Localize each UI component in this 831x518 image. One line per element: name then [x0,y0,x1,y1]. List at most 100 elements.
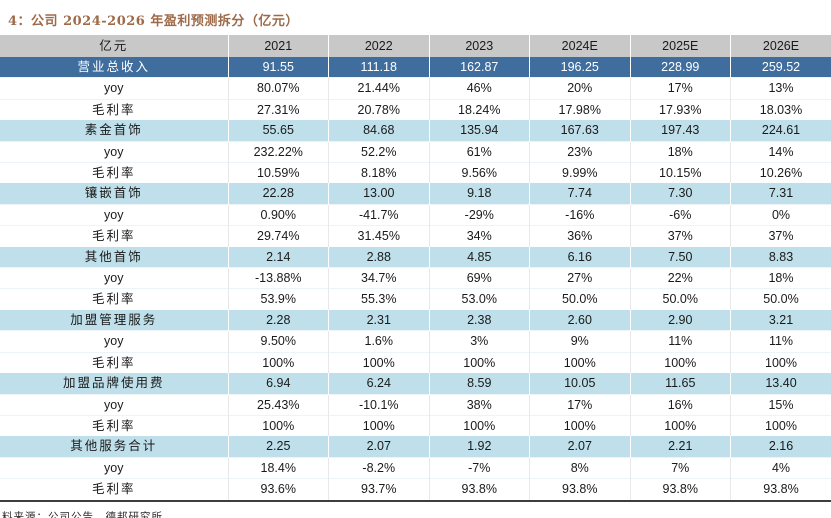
table-row: 毛利率 93.6% 93.7% 93.8% 93.8% 93.8% 93.8% [0,478,831,501]
table-row: yoy 18.4% -8.2% -7% 8% 7% 4% [0,456,831,479]
value-cell: 93.8% [529,478,630,501]
row-label: 毛利率 [0,288,228,310]
figure-title: 4：公司 2024-2026 年盈利预测拆分（亿元） [8,14,299,29]
value-cell: 7.30 [629,183,731,205]
value-cell: 29.74% [227,225,329,247]
value-cell: 2.88 [328,246,429,268]
value-cell: 8.59 [428,373,530,394]
row-label: 其他首饰 [0,246,228,268]
value-cell: 52.2% [328,140,429,163]
table-row: 毛利率 100% 100% 100% 100% 100% 100% [0,414,831,437]
value-cell: 100% [428,414,530,437]
value-cell: 162.87 [428,57,530,78]
value-cell: 100% [529,414,630,437]
value-cell: 18% [629,140,731,163]
value-cell: 31.45% [328,225,429,247]
value-cell: 20% [529,77,630,100]
row-label: 毛利率 [0,225,228,247]
row-label: 毛利率 [0,478,228,501]
value-cell: 10.05 [529,373,630,394]
value-cell: 37% [629,225,731,247]
value-cell: 1.6% [328,330,429,353]
value-cell: 100% [629,414,731,437]
value-cell: -13.88% [227,267,329,289]
value-cell: 4.85 [428,246,530,268]
value-cell: 228.99 [629,57,731,78]
value-cell: 2.90 [629,309,731,331]
year-column-header: 2024E [529,35,630,57]
value-cell: 10.15% [629,162,731,184]
year-column-header: 2021 [227,35,329,57]
value-cell: 100% [227,351,329,374]
value-cell: 3% [428,330,530,353]
table-row: 毛利率 53.9% 55.3% 53.0% 50.0% 50.0% 50.0% [0,288,831,310]
value-cell: 13% [730,77,831,100]
value-cell: 7.74 [529,183,630,205]
value-cell: 17% [529,393,630,416]
year-column-header: 2023 [428,35,530,57]
value-cell: 100% [730,351,831,374]
value-cell: 2.25 [227,436,329,458]
value-cell: 9.99% [529,162,630,184]
value-cell: 111.18 [328,57,429,78]
row-label: 素金首饰 [0,120,228,142]
value-cell: 11% [629,330,731,353]
value-cell: 20.78% [328,98,429,121]
value-cell: 13.00 [328,183,429,205]
row-label: yoy [0,456,228,479]
value-cell: 84.68 [328,120,429,142]
value-cell: 8.83 [730,246,831,268]
value-cell: 18.03% [730,98,831,121]
table-row: yoy -13.88% 34.7% 69% 27% 22% 18% [0,267,831,289]
row-label: 毛利率 [0,351,228,374]
value-cell: 55.65 [227,120,329,142]
value-cell: 36% [529,225,630,247]
value-cell: 23% [529,140,630,163]
value-cell: 34.7% [328,267,429,289]
table-row: 营业总收入 91.55 111.18 162.87 196.25 228.99 259.52 [0,57,831,78]
value-cell: 17% [629,77,731,100]
value-cell: 91.55 [227,57,329,78]
table-row: 镶嵌首饰 22.28 13.00 9.18 7.74 7.30 7.31 [0,183,831,205]
value-cell: 53.0% [428,288,530,310]
value-cell: 93.6% [227,478,329,501]
value-cell: 93.8% [629,478,731,501]
value-cell: 2.31 [328,309,429,331]
value-cell: 196.25 [529,57,630,78]
table-row: 其他首饰 2.14 2.88 4.85 6.16 7.50 8.83 [0,246,831,268]
value-cell: 3.21 [730,309,831,331]
row-label: yoy [0,203,228,226]
value-cell: 10.59% [227,162,329,184]
value-cell: 2.21 [629,436,731,458]
row-label: 营业总收入 [0,57,228,78]
table-row: yoy 25.43% -10.1% 38% 17% 16% 15% [0,393,831,416]
year-column-header: 2022 [328,35,429,57]
value-cell: 53.9% [227,288,329,310]
header-row: 亿元 2021 2022 2023 2024E 2025E 2026E [0,35,831,57]
value-cell: 2.28 [227,309,329,331]
value-cell: 1.92 [428,436,530,458]
value-cell: 17.98% [529,98,630,121]
value-cell: 100% [629,351,731,374]
value-cell: 22.28 [227,183,329,205]
table-row: 毛利率 10.59% 8.18% 9.56% 9.99% 10.15% 10.26% [0,162,831,184]
table-row: 毛利率 27.31% 20.78% 18.24% 17.98% 17.93% 18.03% [0,98,831,121]
table-row: yoy 232.22% 52.2% 61% 23% 18% 14% [0,140,831,163]
value-cell: 15% [730,393,831,416]
value-cell: 7.31 [730,183,831,205]
table-row: yoy 0.90% -41.7% -29% -16% -6% 0% [0,203,831,226]
value-cell: 50.0% [529,288,630,310]
forecast-table: 亿元 2021 2022 2023 2024E 2025E 2026E 营业总收入 91.55… [0,35,831,502]
table-row: 毛利率 100% 100% 100% 100% 100% 100% [0,351,831,374]
value-cell: 16% [629,393,731,416]
value-cell: 37% [730,225,831,247]
value-cell: 167.63 [529,120,630,142]
value-cell: 2.38 [428,309,530,331]
row-label: 毛利率 [0,414,228,437]
value-cell: 224.61 [730,120,831,142]
value-cell: 13.40 [730,373,831,394]
source-note: 料来源：公司公告，德邦研究所 [2,510,163,518]
table-row: 其他服务合计 2.25 2.07 1.92 2.07 2.21 2.16 [0,436,831,458]
value-cell: 2.14 [227,246,329,268]
